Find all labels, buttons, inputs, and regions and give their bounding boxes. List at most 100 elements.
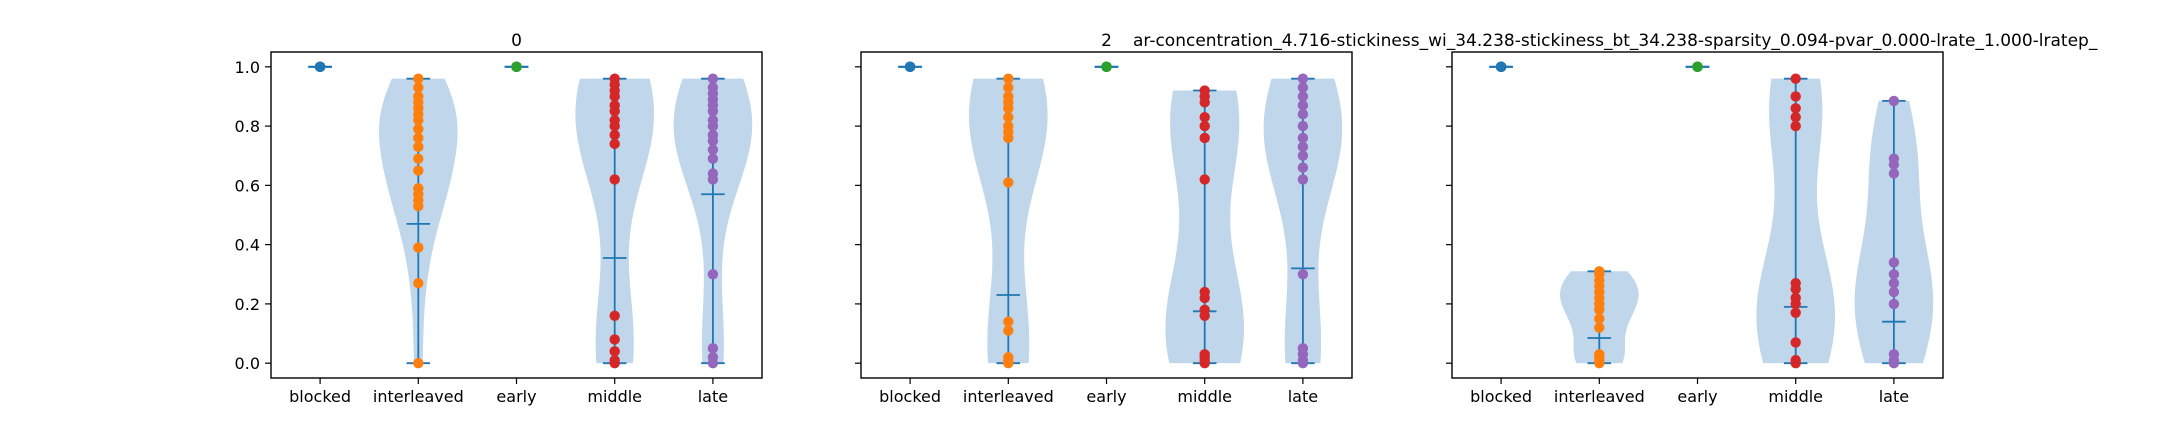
violin-interleaved <box>1560 266 1639 369</box>
data-point <box>1297 150 1309 161</box>
data-point <box>1003 82 1014 93</box>
data-point <box>707 82 719 93</box>
violin-early <box>504 61 529 73</box>
data-point <box>707 153 719 164</box>
data-point <box>511 61 522 73</box>
figure-suptitle: ar-concentration_4.716-stickiness_wi_34.… <box>1133 31 2098 51</box>
y-tick-label: 1.0 <box>235 58 260 77</box>
data-point <box>413 242 424 253</box>
data-point <box>1297 132 1309 144</box>
data-point <box>707 343 719 354</box>
y-tick-label: 0.2 <box>235 295 260 314</box>
violin-interleaved <box>379 73 458 369</box>
data-point <box>1888 349 1900 360</box>
data-point <box>413 183 424 194</box>
data-point <box>1003 177 1014 188</box>
data-point <box>1594 266 1605 277</box>
x-tick-label: middle <box>587 387 642 406</box>
data-point <box>1297 91 1309 102</box>
x-tick-label: interleaved <box>1554 387 1645 406</box>
axes-frame <box>860 51 1353 379</box>
violin-interleaved <box>969 73 1048 369</box>
data-point <box>1790 337 1801 348</box>
violin-late <box>1854 95 1934 369</box>
y-tick-label: 0.0 <box>235 354 260 373</box>
subplot-1: 2 blocked interleaved early middle late <box>855 31 1353 406</box>
data-point <box>609 174 620 185</box>
axes-frame <box>1451 51 1944 379</box>
data-point <box>1297 269 1309 280</box>
data-point <box>1199 174 1210 185</box>
data-point <box>1790 91 1801 102</box>
x-tick-label: late <box>1288 387 1318 406</box>
data-point <box>1003 316 1014 327</box>
x-tick-label: late <box>1879 387 1909 406</box>
violin-blocked <box>308 61 332 73</box>
y-tick-label: 0.4 <box>235 236 260 255</box>
data-point <box>1297 82 1309 93</box>
data-point <box>1888 257 1900 268</box>
x-tick-label: interleaved <box>373 387 464 406</box>
data-point <box>1594 349 1605 360</box>
data-point <box>1297 174 1309 185</box>
data-point <box>707 168 719 179</box>
x-tick-label: interleaved <box>963 387 1054 406</box>
data-point <box>904 61 916 73</box>
data-point <box>1003 352 1014 363</box>
data-point <box>1199 132 1210 144</box>
x-tick-label: early <box>1086 387 1126 406</box>
violin-middle <box>1165 85 1244 369</box>
data-point <box>707 114 719 126</box>
axes-frame <box>270 51 763 379</box>
data-point <box>413 141 424 153</box>
y-tick-label: 0.8 <box>235 117 260 136</box>
subplot-title: 0 <box>511 31 522 51</box>
data-point <box>413 132 424 144</box>
data-point <box>413 165 424 176</box>
x-tick-label: blocked <box>1470 387 1532 406</box>
data-point <box>1888 277 1900 289</box>
data-point <box>1888 168 1900 179</box>
data-point <box>707 269 719 280</box>
violin-early <box>1094 61 1119 73</box>
data-point <box>609 355 620 366</box>
data-point <box>1297 120 1309 132</box>
data-point <box>1199 85 1210 96</box>
data-point <box>1003 325 1014 336</box>
data-point <box>707 73 719 84</box>
data-point <box>1199 286 1210 298</box>
data-point <box>609 73 620 84</box>
data-point <box>1297 141 1309 153</box>
violin-middle <box>575 73 654 369</box>
data-point <box>609 100 620 111</box>
data-point <box>1297 162 1309 173</box>
data-point <box>1790 103 1801 114</box>
violin-late <box>673 73 753 369</box>
data-point <box>707 144 719 155</box>
data-point <box>413 123 424 135</box>
violin-late <box>1263 73 1343 369</box>
data-point <box>413 73 424 84</box>
data-point <box>413 91 424 102</box>
data-point <box>609 138 620 150</box>
data-point <box>707 129 719 141</box>
data-point <box>1888 298 1900 310</box>
data-point <box>1790 73 1801 84</box>
data-point <box>1790 355 1801 366</box>
data-point <box>1495 61 1507 73</box>
data-point <box>609 310 620 321</box>
data-point <box>1692 61 1703 73</box>
subplot-title: 2 <box>1101 31 1112 51</box>
subplot-2: blocked interleaved early middle late <box>1446 51 1944 406</box>
data-point <box>1199 112 1210 123</box>
x-tick-label: middle <box>1768 387 1823 406</box>
data-point <box>1297 100 1309 111</box>
data-point <box>1003 112 1014 123</box>
data-point <box>1790 112 1801 123</box>
data-point <box>1003 91 1014 102</box>
data-point <box>707 352 719 363</box>
subplot-grid: 0 0.0 0.2 0.4 0.6 0.8 1.0 blocked interleaved ear… <box>235 31 1944 406</box>
data-point <box>1594 322 1605 333</box>
data-point <box>413 277 424 289</box>
data-point <box>609 334 620 345</box>
